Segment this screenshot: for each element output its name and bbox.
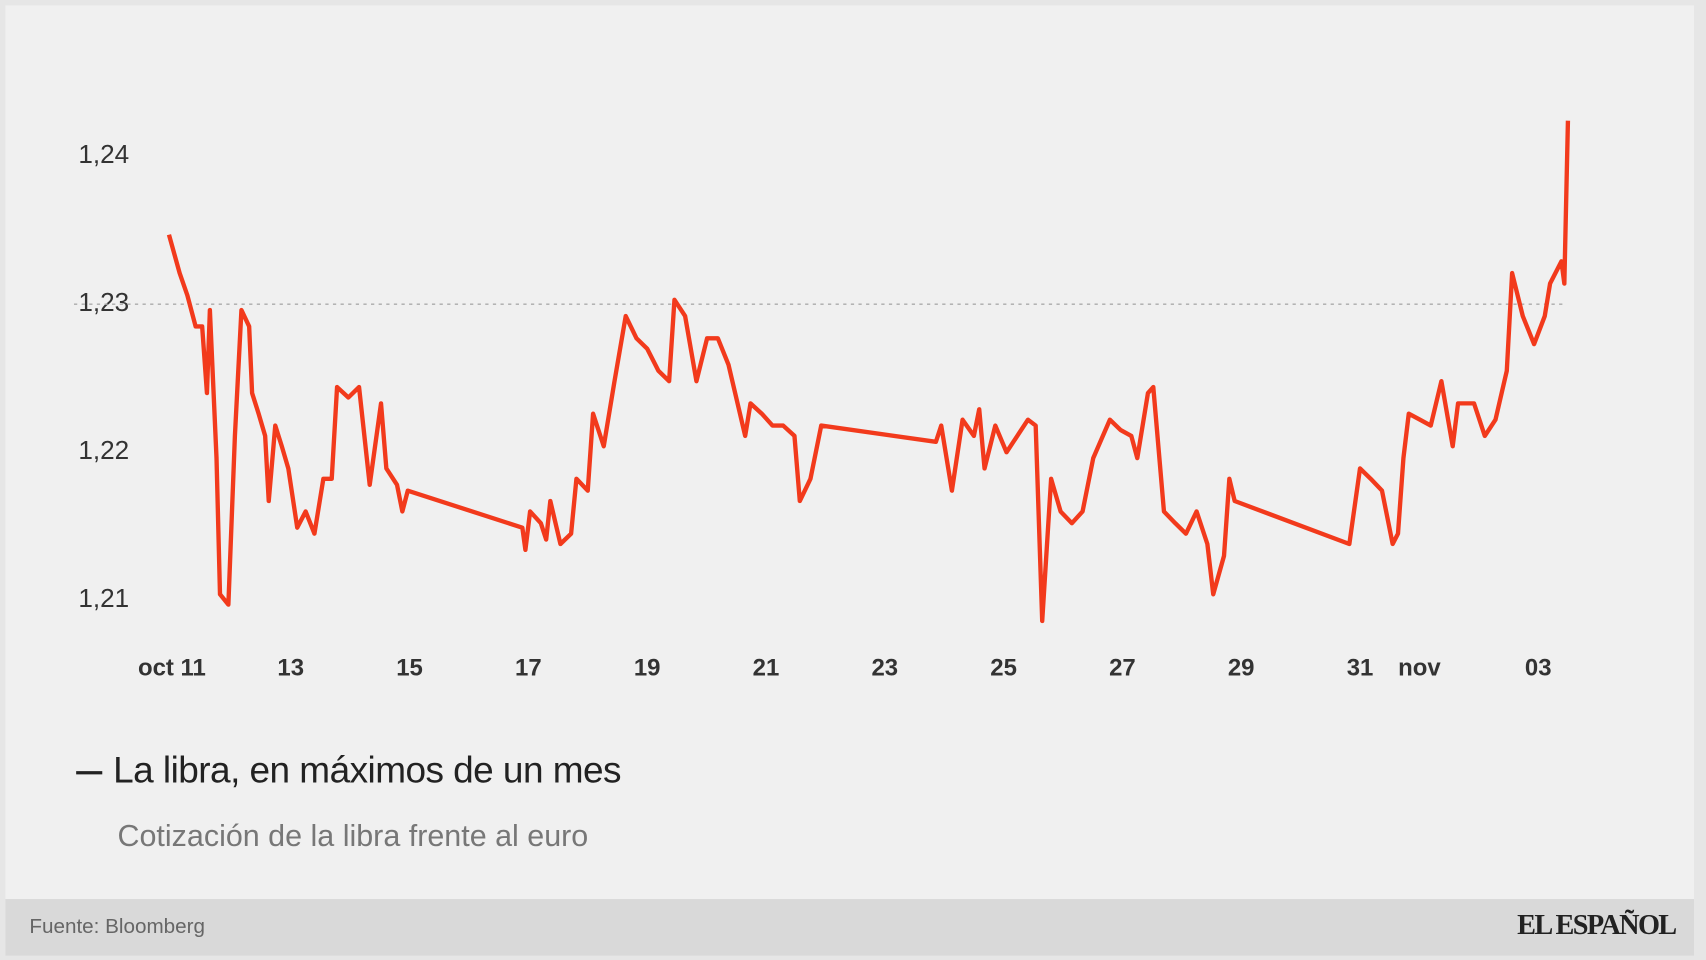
x-tick-label: 27 <box>1109 655 1136 682</box>
chart-title: La libra, en máximos de un mes <box>113 750 621 791</box>
y-tick-label: 1,21 <box>78 583 129 613</box>
footer <box>5 899 1695 956</box>
y-tick-label: 1,24 <box>78 139 129 169</box>
x-tick-label: 19 <box>634 655 661 682</box>
x-tick-label: 25 <box>990 655 1017 682</box>
y-tick-label: 1,22 <box>78 435 129 465</box>
x-tick-label: 17 <box>515 655 542 682</box>
price-line <box>166 120 1571 624</box>
x-tick-label: 13 <box>277 655 304 682</box>
x-tick-label: 31 <box>1347 655 1374 682</box>
brand: EL ESPAÑOL <box>1517 910 1676 941</box>
x-tick-label: nov <box>1398 655 1441 682</box>
chart-subtitle: Cotización de la libra frente al euro <box>118 819 589 853</box>
x-tick-label: 23 <box>871 655 898 682</box>
chart-background <box>5 5 1695 900</box>
y-tick-label: 1,23 <box>78 287 129 317</box>
x-tick-label: oct 11 <box>138 655 206 682</box>
source: Fuente: Bloomberg <box>29 915 205 938</box>
x-tick-label: 29 <box>1228 655 1255 682</box>
x-tick-label: 21 <box>753 655 780 682</box>
x-tick-label: 03 <box>1525 655 1552 682</box>
x-tick-label: 15 <box>396 655 423 682</box>
